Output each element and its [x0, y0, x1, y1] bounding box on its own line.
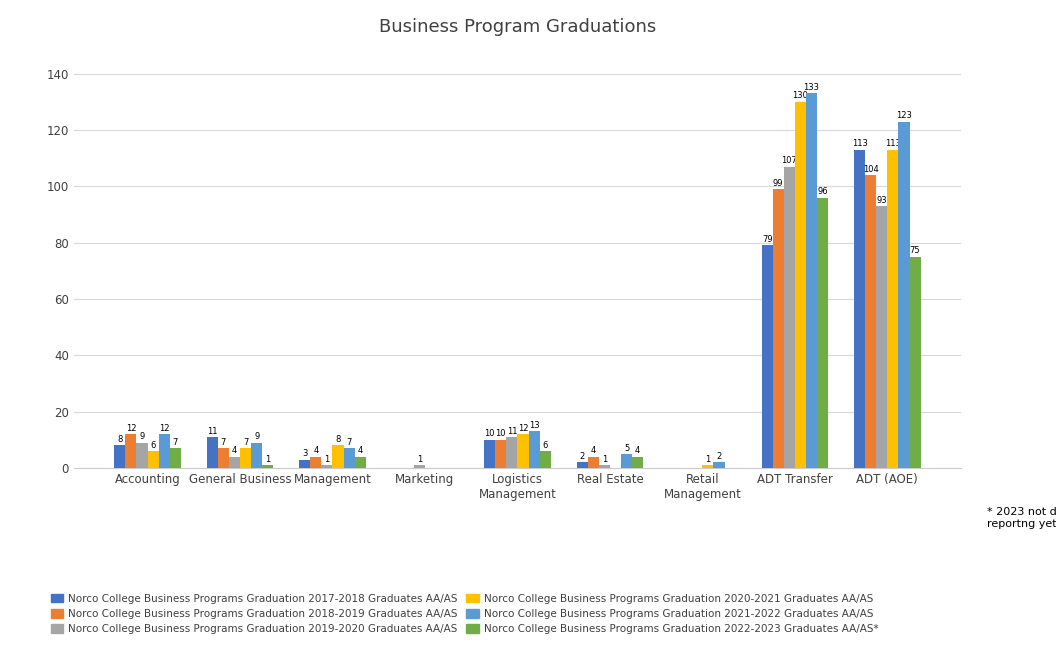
Text: 3: 3	[302, 449, 307, 458]
Legend: Norco College Business Programs Graduation 2017-2018 Graduates AA/AS, Norco Coll: Norco College Business Programs Graduati…	[46, 590, 883, 638]
Text: 11: 11	[507, 426, 517, 436]
Bar	[495, 440, 506, 468]
Text: 133: 133	[804, 83, 819, 92]
Bar	[136, 443, 148, 468]
Bar	[229, 457, 240, 468]
Text: 7: 7	[243, 438, 248, 447]
Bar	[540, 451, 551, 468]
Text: 113: 113	[885, 139, 901, 148]
Bar	[310, 457, 321, 468]
Text: 8: 8	[117, 435, 122, 444]
Text: 113: 113	[852, 139, 868, 148]
Bar	[207, 437, 218, 468]
Bar	[865, 175, 876, 468]
Bar	[599, 465, 610, 468]
Bar	[909, 257, 921, 468]
Text: 1: 1	[324, 455, 329, 464]
Bar	[240, 448, 251, 468]
Bar	[588, 457, 599, 468]
Bar	[773, 189, 784, 468]
Text: 123: 123	[897, 111, 912, 120]
Bar	[887, 150, 899, 468]
Bar	[158, 434, 170, 468]
Text: 4: 4	[590, 447, 596, 455]
Text: 1: 1	[265, 455, 270, 464]
Text: 9: 9	[139, 432, 145, 441]
Bar	[262, 465, 274, 468]
Text: * 2023 not done
reportng yet: * 2023 not done reportng yet	[987, 507, 1056, 528]
Bar	[170, 448, 181, 468]
Bar	[899, 122, 909, 468]
Text: 1: 1	[602, 455, 607, 464]
Text: 4: 4	[314, 447, 319, 455]
Bar	[355, 457, 365, 468]
Bar	[876, 206, 887, 468]
Bar	[506, 437, 517, 468]
Bar	[761, 246, 773, 468]
Text: 12: 12	[126, 424, 136, 433]
Bar	[321, 465, 333, 468]
Bar	[251, 443, 262, 468]
Text: 1: 1	[705, 455, 711, 464]
Bar	[714, 462, 724, 468]
Text: 10: 10	[485, 430, 495, 438]
Bar	[817, 198, 828, 468]
Text: 2: 2	[580, 452, 585, 461]
Text: 7: 7	[346, 438, 352, 447]
Bar	[148, 451, 158, 468]
Text: 8: 8	[336, 435, 341, 444]
Text: 1: 1	[417, 455, 422, 464]
Text: 5: 5	[624, 443, 629, 452]
Text: 9: 9	[254, 432, 260, 441]
Bar	[784, 166, 795, 468]
Bar	[218, 448, 229, 468]
Text: 4: 4	[635, 447, 640, 455]
Text: 7: 7	[172, 438, 178, 447]
Text: 75: 75	[910, 246, 921, 255]
Bar	[126, 434, 136, 468]
Bar	[333, 445, 343, 468]
Bar	[633, 457, 643, 468]
Text: 107: 107	[781, 156, 797, 165]
Text: 6: 6	[543, 441, 548, 450]
Bar	[621, 454, 633, 468]
Bar	[114, 445, 126, 468]
Text: 93: 93	[876, 196, 887, 205]
Title: Business Program Graduations: Business Program Graduations	[379, 18, 656, 36]
Bar	[484, 440, 495, 468]
Text: 13: 13	[529, 421, 540, 430]
Bar	[517, 434, 529, 468]
Text: 104: 104	[863, 164, 879, 174]
Bar	[529, 432, 540, 468]
Text: 2: 2	[716, 452, 721, 461]
Bar	[806, 94, 817, 468]
Bar	[414, 465, 425, 468]
Text: 6: 6	[150, 441, 156, 450]
Bar	[702, 465, 714, 468]
Text: 7: 7	[221, 438, 226, 447]
Text: 99: 99	[773, 179, 784, 188]
Text: 12: 12	[517, 424, 528, 433]
Bar	[577, 462, 588, 468]
Bar	[854, 150, 865, 468]
Text: 4: 4	[232, 447, 238, 455]
Text: 11: 11	[207, 426, 218, 436]
Text: 130: 130	[792, 92, 808, 100]
Text: 4: 4	[358, 447, 363, 455]
Bar	[299, 460, 310, 468]
Text: 12: 12	[158, 424, 169, 433]
Text: 96: 96	[817, 187, 828, 196]
Text: 79: 79	[761, 235, 772, 244]
Bar	[795, 102, 806, 468]
Text: 10: 10	[495, 430, 506, 438]
Bar	[343, 448, 355, 468]
